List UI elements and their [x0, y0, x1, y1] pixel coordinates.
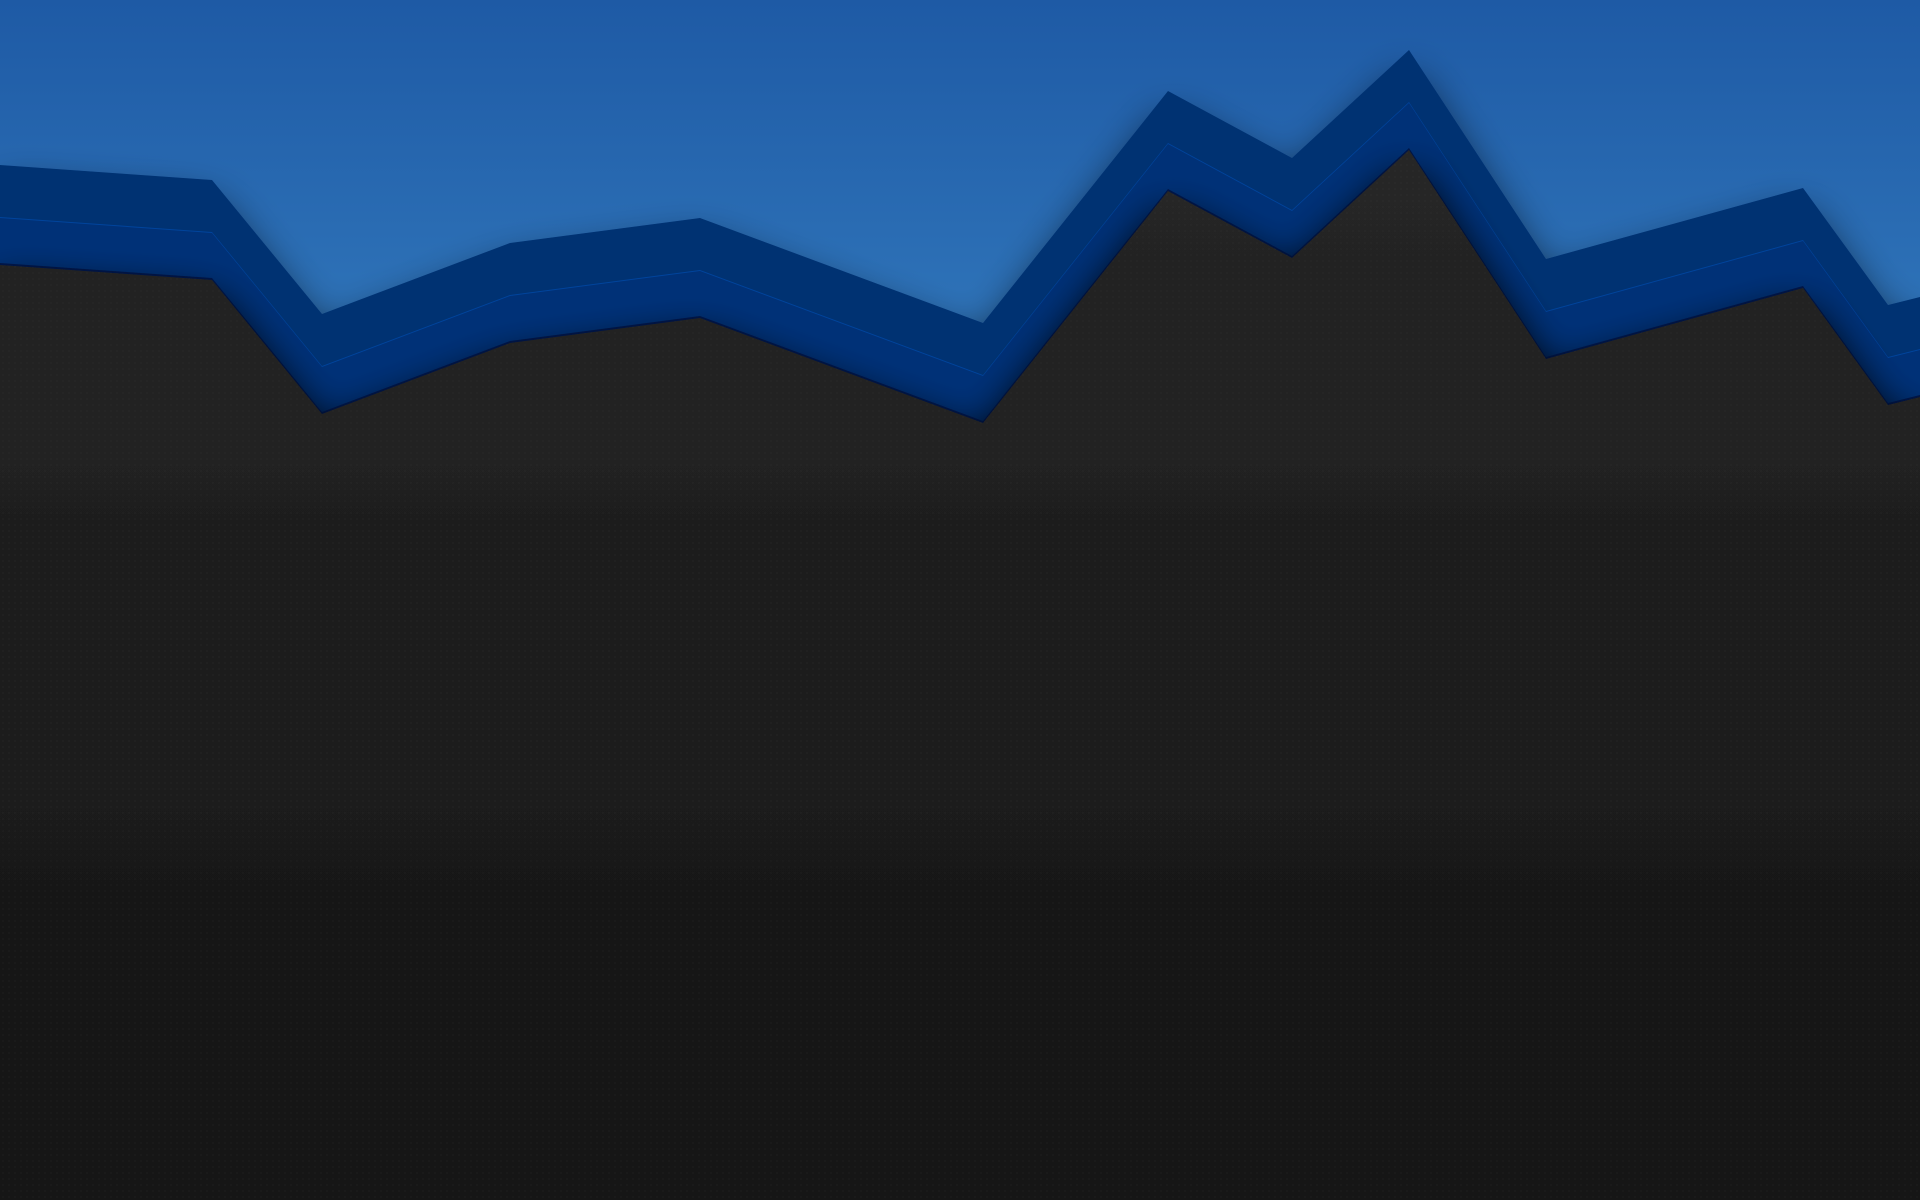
panel-dot-texture: [0, 150, 1920, 1200]
